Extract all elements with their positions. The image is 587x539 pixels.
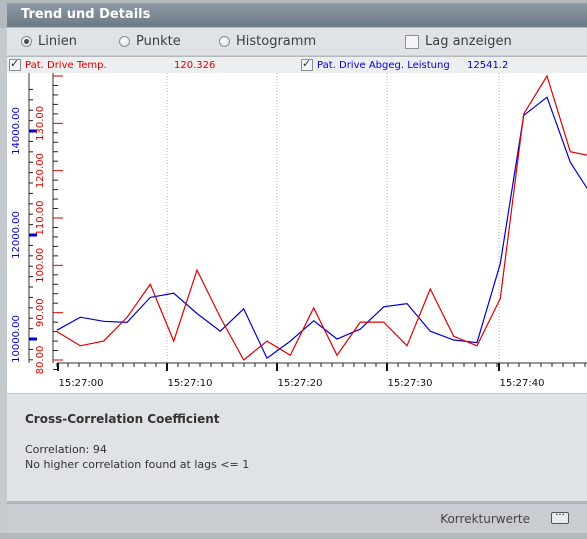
- trend-chart[interactable]: 80.00 90.00 100.00 110.00 120.00 130.00 10000.…: [7, 73, 587, 393]
- radio-indicator: [219, 36, 230, 47]
- red-axis-tick-label: 90.00: [35, 298, 46, 327]
- legend-series2: Pat. Drive Abgeg. Leistung 12541.2: [301, 57, 508, 71]
- radio-indicator: [119, 36, 130, 47]
- radio-histogramm-label: Histogramm: [236, 34, 317, 49]
- left-edge: [0, 28, 7, 533]
- x-tick-label: 15:27:00: [59, 378, 104, 389]
- radio-linien[interactable]: Linien: [21, 34, 77, 49]
- series1-checkbox[interactable]: [9, 57, 21, 71]
- blue-axis-tick-label: 10000.00: [11, 315, 22, 363]
- x-tick-label: 15:27:20: [278, 378, 323, 389]
- radio-indicator: [21, 36, 32, 47]
- correlation-note: No higher correlation found at lags <= 1: [25, 458, 250, 471]
- correlation-heading: Cross-Correlation Coefficient: [25, 412, 220, 426]
- x-tick-label: 15:27:40: [500, 378, 545, 389]
- x-tick-label: 15:27:10: [168, 378, 213, 389]
- window-title: Trend und Details: [7, 3, 587, 27]
- correlation-panel: Cross-Correlation Coefficient Correlatio…: [7, 393, 587, 501]
- red-axis-tick-label: 110.00: [35, 201, 46, 236]
- checkbox-box: [405, 34, 419, 49]
- blue-axis-tick-label: 12000.00: [11, 211, 22, 259]
- radio-linien-label: Linien: [38, 34, 77, 49]
- bottom-bar: Korrekturwerte ···: [7, 503, 587, 533]
- more-options-button[interactable]: ···: [551, 511, 569, 524]
- view-mode-bar: Linien Punkte Histogramm Lag anzeigen: [7, 28, 587, 56]
- series2-checkbox[interactable]: [301, 57, 313, 71]
- lag-checkbox[interactable]: Lag anzeigen: [405, 34, 512, 49]
- series1-value: 120.326: [174, 59, 216, 71]
- series2-value: 12541.2: [467, 59, 509, 71]
- lag-checkbox-label: Lag anzeigen: [425, 34, 512, 49]
- korrekturwerte-link[interactable]: Korrekturwerte: [440, 512, 530, 526]
- x-tick-label: 15:27:30: [388, 378, 433, 389]
- series2-label: Pat. Drive Abgeg. Leistung: [317, 59, 450, 71]
- radio-punkte-label: Punkte: [136, 34, 181, 49]
- red-axis-tick-label: 100.00: [35, 248, 46, 283]
- chart-svg: 80.00 90.00 100.00 110.00 120.00 130.00 10000.…: [11, 73, 587, 389]
- series-legend: Pat. Drive Temp. 120.326 Pat. Drive Abge…: [7, 57, 587, 73]
- red-axis-tick-label: 120.00: [35, 153, 46, 188]
- legend-series1: Pat. Drive Temp. 120.326: [9, 57, 215, 71]
- series-red-line: [56, 74, 587, 361]
- series-blue-line: [56, 96, 587, 360]
- radio-punkte[interactable]: Punkte: [119, 34, 181, 49]
- radio-histogramm[interactable]: Histogramm: [219, 34, 316, 49]
- correlation-value: Correlation: 94: [25, 443, 107, 456]
- series1-label: Pat. Drive Temp.: [25, 59, 107, 71]
- red-axis-tick-label: 80.00: [35, 346, 46, 375]
- red-axis-tick-label: 130.00: [35, 106, 46, 141]
- blue-axis-tick-label: 14000.00: [11, 107, 22, 155]
